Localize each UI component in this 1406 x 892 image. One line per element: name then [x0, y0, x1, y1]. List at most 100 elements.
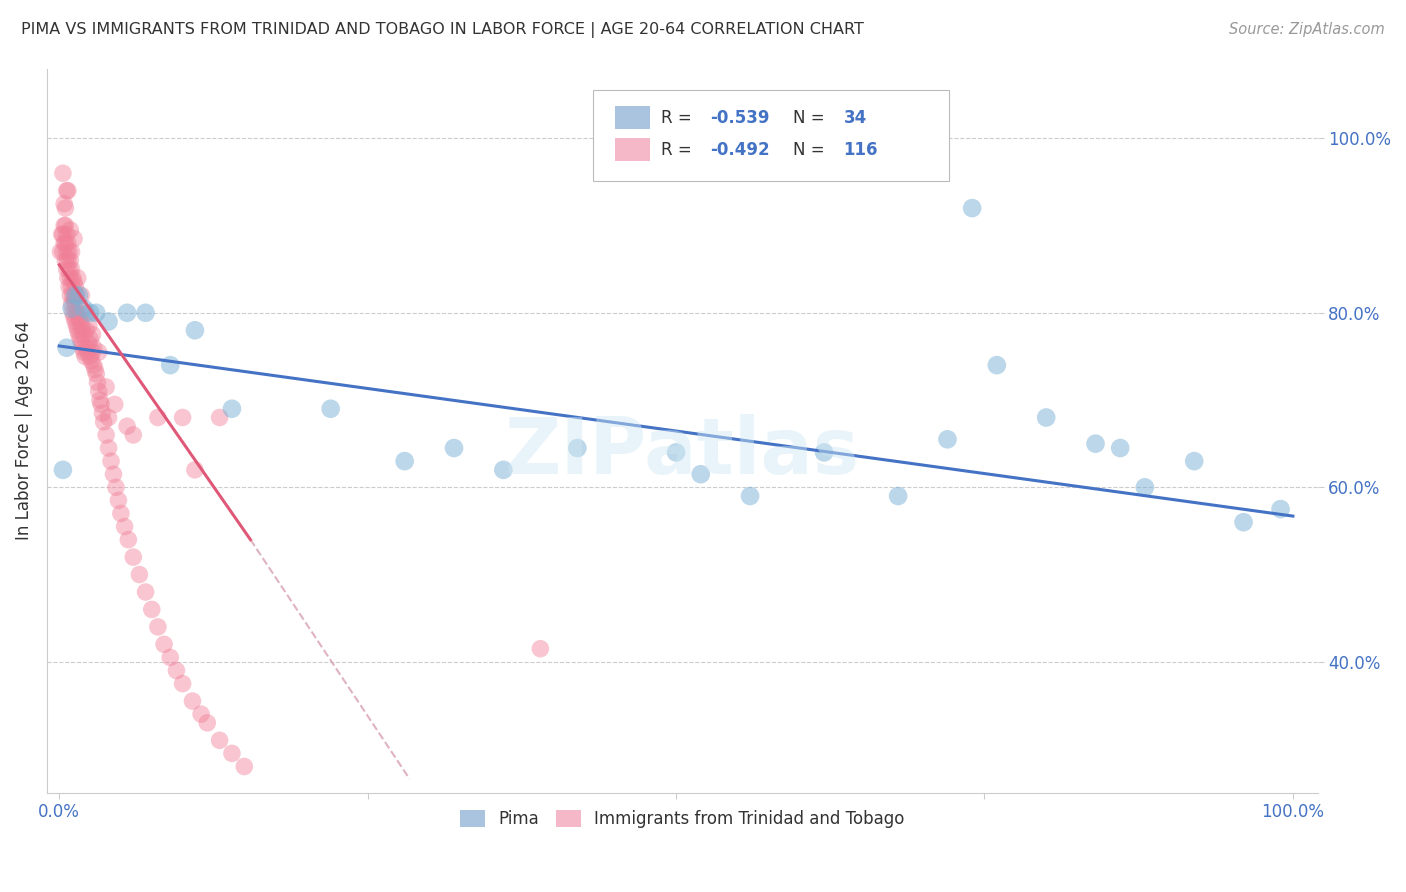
- Point: [65, 288, 87, 302]
- Point: [1182, 454, 1205, 468]
- Point: [87, 345, 110, 359]
- Point: [51, 227, 73, 242]
- Point: [67, 310, 90, 325]
- Point: [80, 353, 103, 368]
- Point: [77, 318, 100, 333]
- Point: [66, 306, 89, 320]
- Text: R =: R =: [661, 141, 696, 159]
- Point: [66, 323, 89, 337]
- Point: [135, 306, 157, 320]
- Point: [84, 362, 107, 376]
- Point: [59, 253, 82, 268]
- FancyBboxPatch shape: [614, 106, 651, 129]
- Point: [153, 637, 176, 651]
- Point: [55, 227, 77, 242]
- Point: [63, 310, 86, 325]
- Point: [146, 410, 169, 425]
- Point: [67, 288, 90, 302]
- Point: [104, 480, 127, 494]
- Point: [122, 550, 145, 565]
- Point: [319, 401, 342, 416]
- Point: [58, 262, 80, 277]
- Point: [72, 323, 94, 337]
- Point: [63, 293, 86, 307]
- Point: [1084, 436, 1107, 450]
- Point: [115, 306, 138, 320]
- Point: [172, 410, 194, 425]
- Point: [135, 585, 157, 599]
- Point: [67, 327, 90, 342]
- Point: [159, 650, 181, 665]
- Point: [60, 262, 83, 277]
- Point: [62, 306, 84, 320]
- Point: [146, 620, 169, 634]
- Point: [55, 201, 77, 215]
- Point: [59, 223, 82, 237]
- Point: [53, 219, 76, 233]
- Point: [529, 641, 551, 656]
- Point: [83, 358, 105, 372]
- Point: [55, 262, 77, 277]
- Point: [567, 441, 589, 455]
- Text: PIMA VS IMMIGRANTS FROM TRINIDAD AND TOBAGO IN LABOR FORCE | AGE 20-64 CORRELATI: PIMA VS IMMIGRANTS FROM TRINIDAD AND TOB…: [21, 22, 863, 38]
- Point: [52, 463, 75, 477]
- Point: [77, 336, 100, 351]
- Point: [53, 235, 76, 250]
- Point: [73, 345, 96, 359]
- Point: [56, 184, 79, 198]
- Point: [97, 314, 120, 328]
- Point: [70, 336, 93, 351]
- Point: [221, 747, 243, 761]
- Point: [82, 345, 104, 359]
- Point: [128, 567, 150, 582]
- Point: [1035, 410, 1057, 425]
- Point: [665, 445, 688, 459]
- FancyBboxPatch shape: [614, 138, 651, 161]
- Text: Source: ZipAtlas.com: Source: ZipAtlas.com: [1229, 22, 1385, 37]
- Text: 116: 116: [844, 141, 879, 159]
- Point: [75, 341, 97, 355]
- Point: [1109, 441, 1132, 455]
- Point: [75, 306, 97, 320]
- Point: [76, 345, 98, 359]
- Y-axis label: In Labor Force | Age 20-64: In Labor Force | Age 20-64: [15, 321, 32, 541]
- Point: [60, 297, 83, 311]
- Point: [52, 244, 75, 259]
- Point: [195, 715, 218, 730]
- Point: [66, 271, 89, 285]
- Point: [107, 493, 129, 508]
- Point: [56, 235, 79, 250]
- Point: [55, 184, 77, 198]
- Text: ZIPatlas: ZIPatlas: [505, 414, 859, 491]
- Point: [55, 341, 77, 355]
- Text: N =: N =: [793, 109, 830, 127]
- Point: [986, 358, 1008, 372]
- FancyBboxPatch shape: [593, 90, 949, 181]
- Point: [184, 323, 207, 337]
- Point: [75, 350, 97, 364]
- Point: [62, 288, 84, 302]
- Point: [55, 253, 77, 268]
- Point: [90, 397, 112, 411]
- Point: [82, 327, 104, 342]
- Point: [443, 441, 465, 455]
- Point: [91, 406, 114, 420]
- Point: [55, 244, 77, 259]
- Point: [59, 271, 82, 285]
- Point: [181, 694, 204, 708]
- Point: [141, 602, 163, 616]
- Point: [190, 707, 212, 722]
- Point: [52, 227, 75, 242]
- Point: [52, 166, 75, 180]
- Legend: Pima, Immigrants from Trinidad and Tobago: Pima, Immigrants from Trinidad and Tobag…: [453, 804, 911, 835]
- Point: [110, 507, 132, 521]
- Point: [960, 201, 983, 215]
- Point: [65, 306, 87, 320]
- Point: [94, 428, 117, 442]
- Point: [60, 279, 83, 293]
- Point: [172, 676, 194, 690]
- Point: [184, 463, 207, 477]
- Point: [159, 358, 181, 372]
- Point: [93, 415, 115, 429]
- Point: [115, 419, 138, 434]
